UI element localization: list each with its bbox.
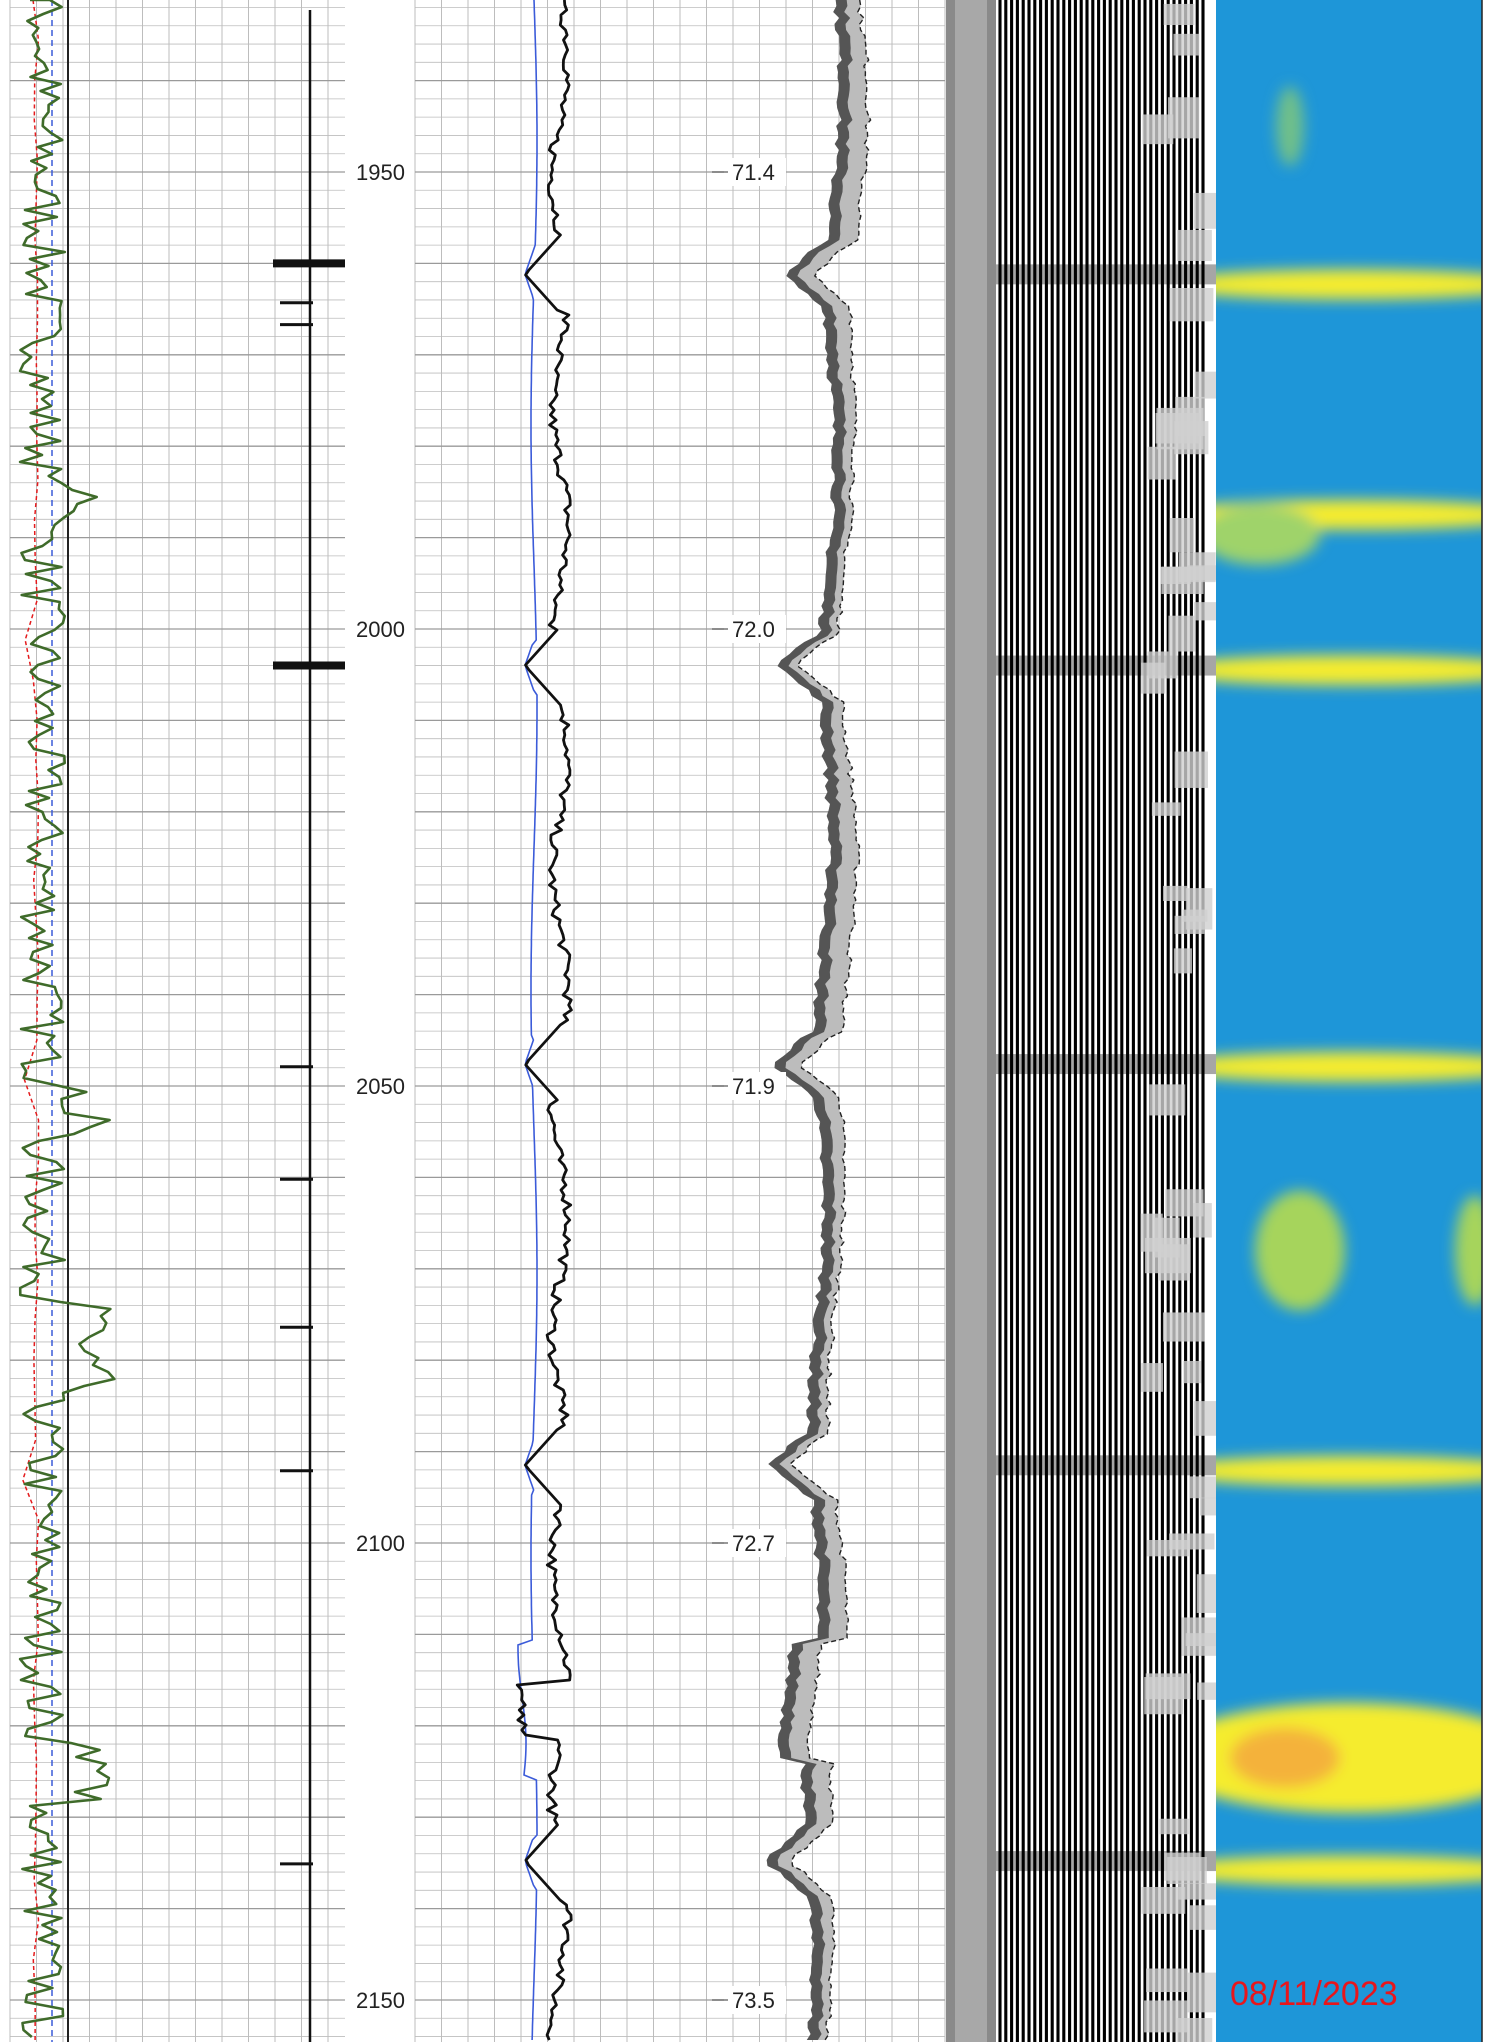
vdl-noise-patch — [1173, 948, 1192, 974]
vdl-noise-patch — [1189, 1476, 1220, 1499]
vdl-collar-band — [996, 1851, 1216, 1872]
vdl-collar-band — [996, 264, 1216, 285]
vdl-noise-patch — [1167, 1857, 1207, 1884]
vdl-noise-patch — [1183, 1360, 1202, 1384]
vdl-noise-patch — [1141, 1363, 1163, 1392]
map-blobs — [1216, 86, 1482, 1886]
map-background — [1216, 0, 1482, 2042]
annotation-label-bg — [724, 158, 786, 186]
red-dashed-curve — [22, 0, 40, 2041]
track-6-amplitude-map — [1216, 0, 1483, 2042]
vdl-noise-patch — [1144, 1237, 1191, 1274]
vdl-noise-patch — [1141, 1886, 1186, 1914]
vdl-noise-patch — [1159, 1818, 1190, 1835]
vdl-noise-patch — [1169, 288, 1214, 322]
yellow-band — [1216, 655, 1482, 686]
vdl-noise-patch — [1142, 114, 1174, 145]
depth-label-bg — [350, 158, 414, 186]
vdl-noise-patch — [1168, 615, 1196, 652]
annotation-label-bg — [724, 615, 786, 643]
vdl-noise-patch — [1176, 2018, 1213, 2042]
vdl-noise-patch — [1145, 1673, 1191, 1700]
vdl-noise-patch — [1174, 751, 1208, 788]
depth-label: 2100 — [356, 1531, 405, 1556]
vdl-noise-patch — [1162, 1312, 1205, 1342]
vdl-noise-patch — [1160, 566, 1191, 585]
track-1-curves — [18, 0, 116, 2042]
depth-label: 2050 — [356, 1074, 405, 1099]
depth-labels: 1950 2000 2050 2100 2150 — [350, 158, 414, 2014]
band-dashed-edge — [788, 0, 872, 2041]
vdl-noise-patch — [1156, 407, 1204, 450]
vdl-noise-patch — [1173, 33, 1200, 56]
vdl-noise-patch — [1146, 1968, 1188, 1993]
vdl-noise-patch — [1174, 915, 1205, 934]
track-5-vdl — [946, 0, 1248, 2042]
green-blob — [1255, 1190, 1345, 1311]
depth-label: 1950 — [356, 160, 405, 185]
green-blob — [1216, 504, 1320, 565]
annotation-label: 72.7 — [732, 1531, 775, 1556]
vdl-noise-patch — [1149, 1084, 1186, 1116]
vdl-gray-strip-inner — [955, 0, 987, 2042]
depth-label-bg — [350, 615, 414, 643]
yellow-band — [1216, 1455, 1482, 1486]
vdl-noise-patch — [1147, 446, 1177, 480]
track-grid — [9, 0, 345, 2042]
vdl-collar-band — [996, 655, 1216, 676]
vdl-noise-patch — [1151, 802, 1181, 816]
depth-label-bg — [350, 1986, 414, 2014]
vdl-noise-patch — [1163, 3, 1195, 26]
annotation-label: 72.0 — [732, 617, 775, 642]
green-blob — [1455, 1195, 1482, 1306]
black-curve — [515, 0, 573, 2041]
track-grid — [414, 0, 946, 2042]
vdl-noise-patch — [1193, 1401, 1219, 1436]
depth-label: 2150 — [356, 1988, 405, 2013]
annotation-label: 71.4 — [732, 160, 775, 185]
annotation-labels: 71.4 72.0 71.9 72.7 73.5 — [712, 158, 786, 2014]
vdl-noise-patch — [1177, 229, 1212, 261]
vdl-noise-patch — [1178, 1883, 1222, 1900]
vdl-noise-patch — [1193, 1203, 1212, 1238]
vdl-noise-patch — [1169, 1533, 1215, 1550]
track-2-collar-ticks — [273, 10, 345, 2042]
amplitude-map-group — [1216, 0, 1482, 2042]
vdl-noise-patch — [1141, 662, 1166, 694]
green-curve — [18, 0, 116, 2038]
yellow-band — [1216, 269, 1482, 300]
vdl-collar-band — [996, 1455, 1216, 1476]
date-stamp: 08/11/2023 — [1230, 1975, 1398, 2013]
annotation-label-bg — [724, 1986, 786, 2014]
depth-label-bg — [350, 1072, 414, 1100]
annotation-label-bg — [724, 1529, 786, 1557]
depth-label: 2000 — [356, 617, 405, 642]
annotation-label-bg — [724, 1072, 786, 1100]
annotation-label: 71.9 — [732, 1074, 775, 1099]
vdl-noise-patch — [1169, 518, 1195, 553]
track-3-curves — [515, 0, 573, 2041]
yellow-band — [1216, 1051, 1482, 1082]
vdl-noise-patch — [1185, 1633, 1217, 1647]
depth-label-bg — [350, 1529, 414, 1557]
vdl-noise-patch — [1162, 885, 1188, 901]
yellow-band — [1216, 1855, 1482, 1886]
green-blob — [1276, 86, 1304, 167]
orange-blob — [1230, 1727, 1340, 1788]
vdl-collar-band — [996, 1054, 1216, 1075]
annotation-label: 73.5 — [732, 1988, 775, 2013]
track-4-band — [766, 0, 872, 2041]
